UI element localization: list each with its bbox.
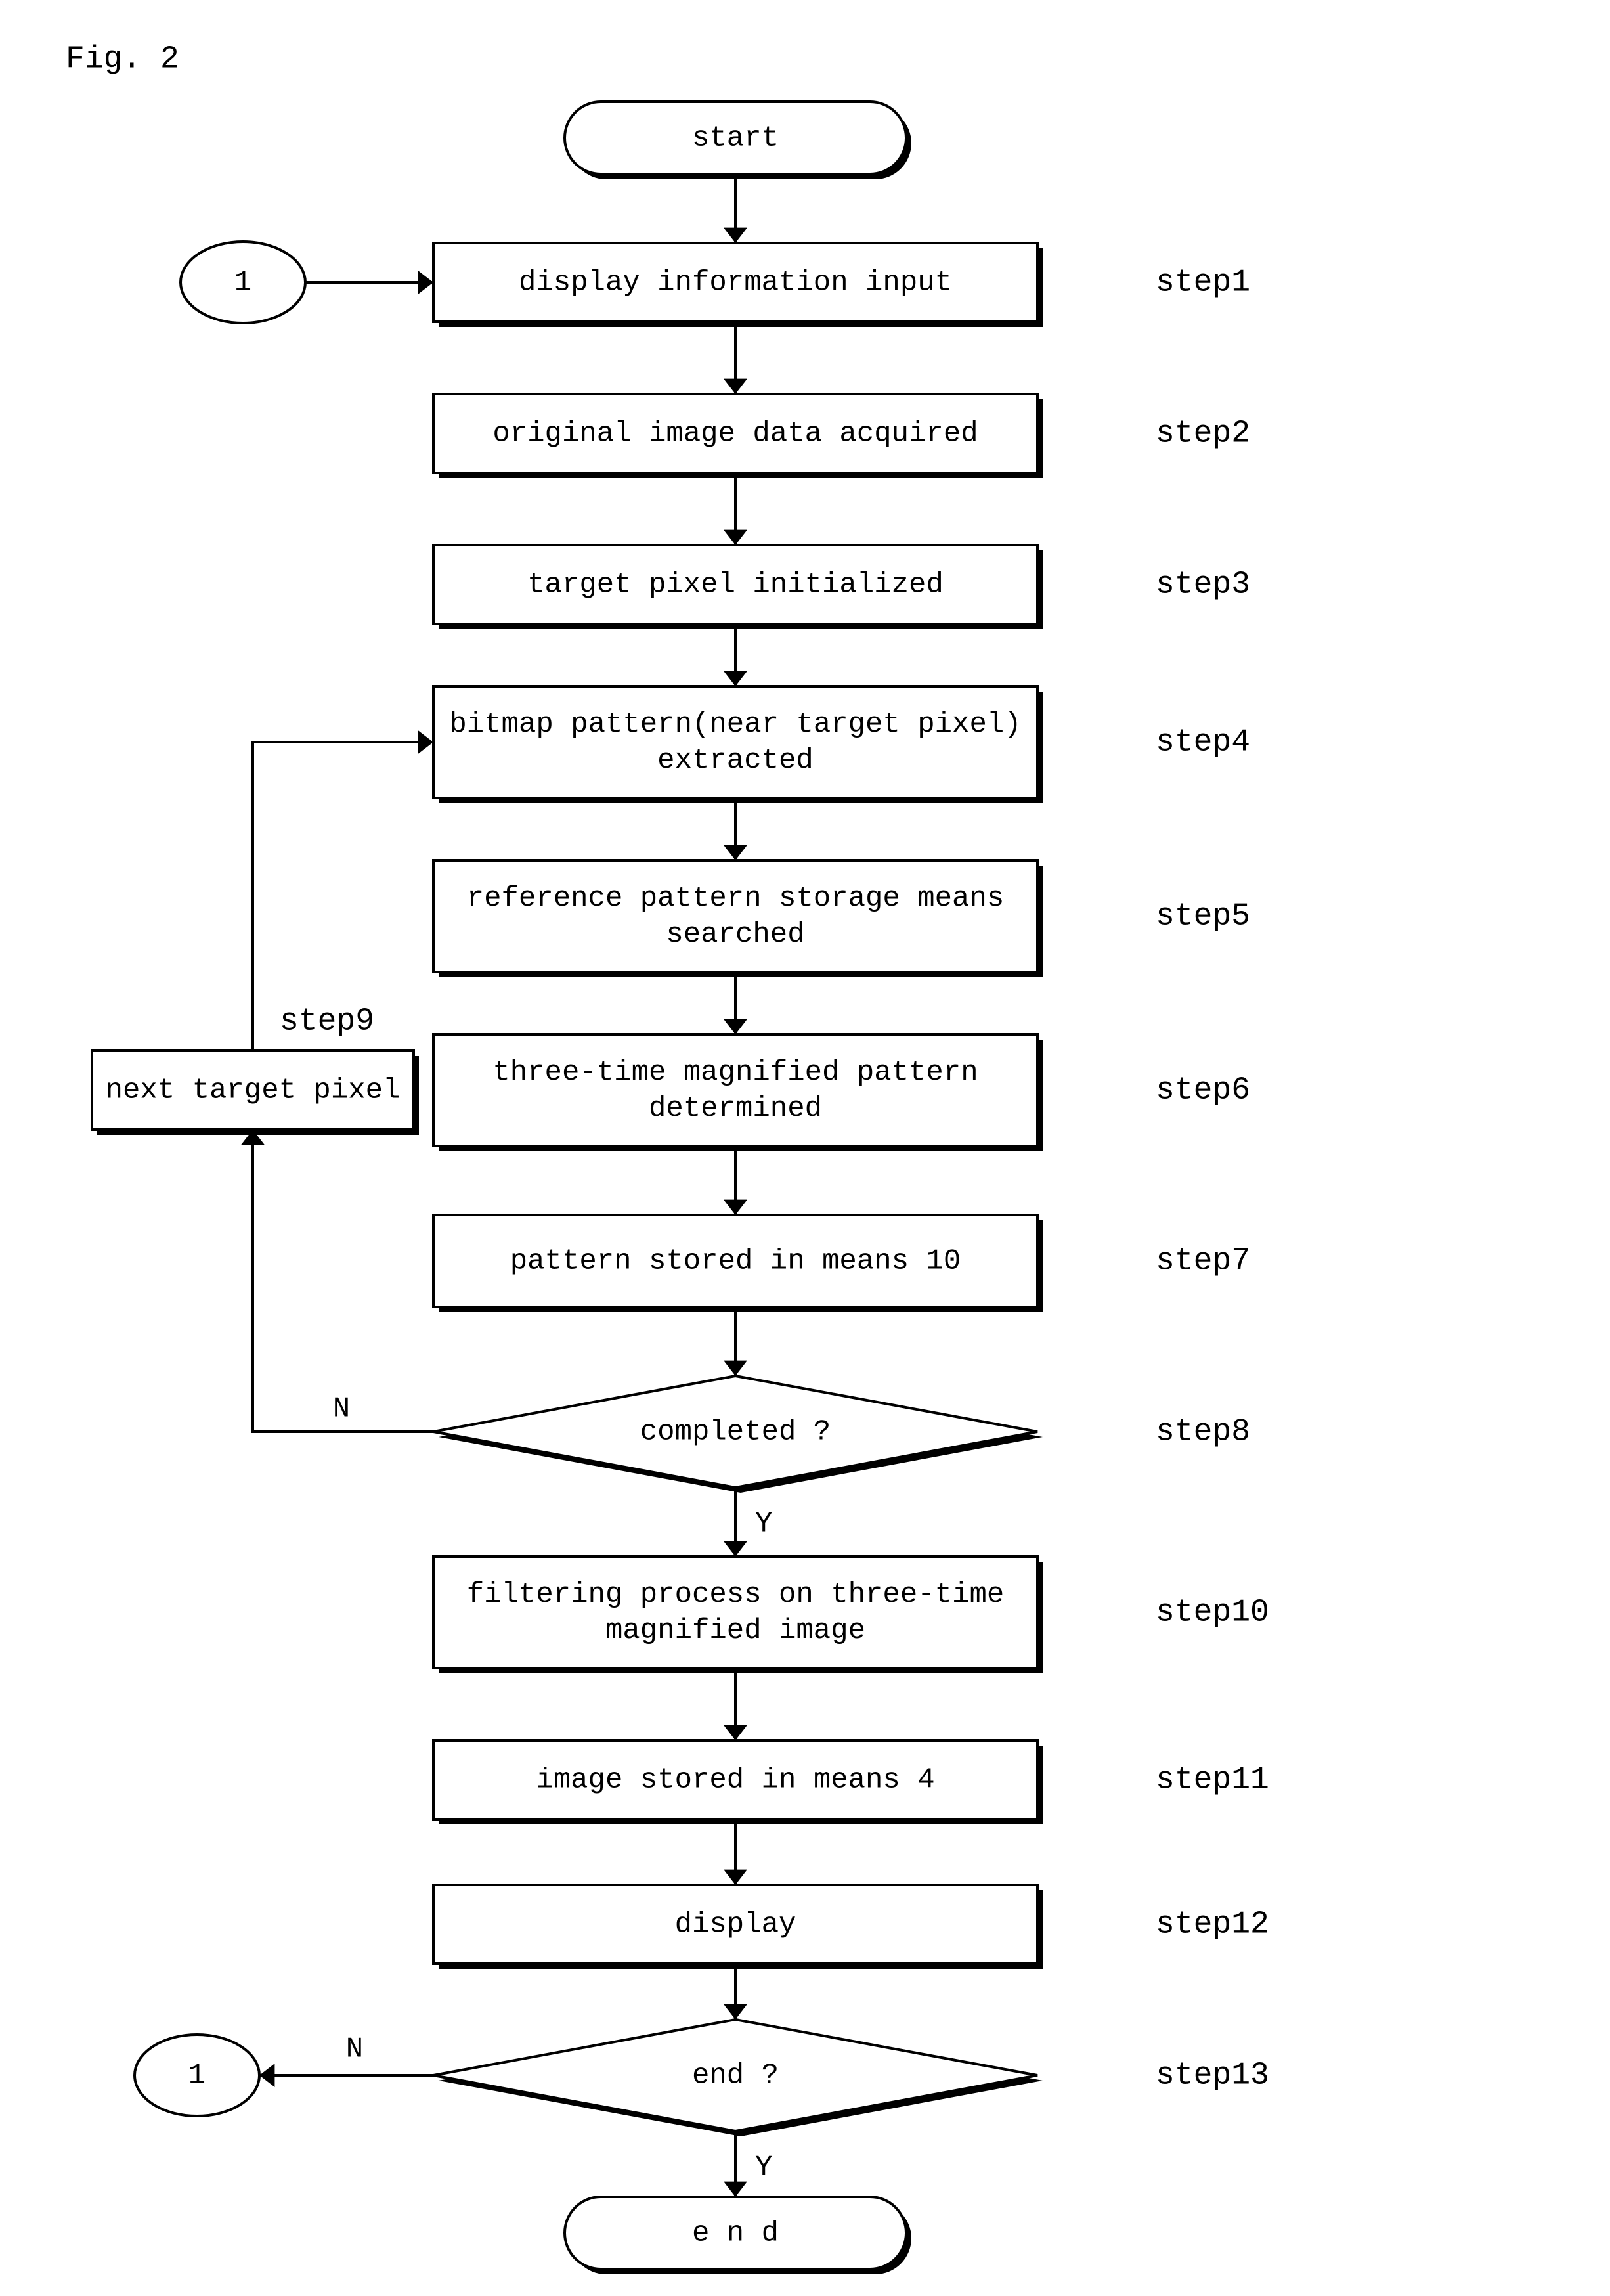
svg-text:step9: step9 (280, 1004, 374, 1040)
svg-text:N: N (346, 2033, 363, 2066)
svg-text:searched: searched (666, 918, 804, 951)
svg-text:1: 1 (234, 267, 251, 299)
svg-text:reference pattern storage mean: reference pattern storage means (467, 882, 1005, 915)
svg-text:display: display (675, 1909, 796, 1941)
svg-text:completed ?: completed ? (640, 1416, 831, 1449)
svg-text:next target pixel: next target pixel (106, 1074, 401, 1107)
svg-text:image stored in means 4: image stored in means 4 (536, 1764, 934, 1797)
svg-text:step7: step7 (1156, 1244, 1250, 1279)
svg-text:pattern stored in means 10: pattern stored in means 10 (510, 1245, 961, 1278)
svg-text:Fig. 2: Fig. 2 (66, 42, 179, 77)
svg-text:step8: step8 (1156, 1415, 1250, 1450)
svg-text:step12: step12 (1156, 1907, 1269, 1943)
svg-text:N: N (333, 1393, 350, 1426)
svg-text:bitmap pattern(near target pix: bitmap pattern(near target pixel) (449, 708, 1021, 741)
svg-text:Y: Y (755, 1508, 772, 1541)
svg-text:determined: determined (649, 1092, 822, 1125)
svg-text:start: start (692, 122, 779, 155)
svg-text:1: 1 (188, 2060, 206, 2092)
svg-text:target pixel initialized: target pixel initialized (527, 569, 944, 602)
svg-text:filtering process on three-tim: filtering process on three-time (467, 1578, 1005, 1611)
svg-text:step1: step1 (1156, 265, 1250, 301)
svg-text:extracted: extracted (657, 744, 814, 777)
flowchart-svg: Fig. 2 start 1 display information input ste… (0, 0, 1610, 2296)
svg-text:Y: Y (755, 2152, 772, 2184)
svg-text:end ?: end ? (692, 2060, 779, 2092)
svg-text:e n d: e n d (692, 2217, 779, 2250)
svg-text:step4: step4 (1156, 725, 1250, 761)
svg-text:step13: step13 (1156, 2058, 1269, 2094)
svg-text:step11: step11 (1156, 1763, 1269, 1798)
svg-text:display information input: display information input (519, 267, 952, 299)
svg-text:step6: step6 (1156, 1073, 1250, 1109)
svg-text:step3: step3 (1156, 567, 1250, 603)
svg-text:step2: step2 (1156, 416, 1250, 452)
svg-text:three-time magnified pattern: three-time magnified pattern (492, 1056, 978, 1089)
svg-text:step5: step5 (1156, 899, 1250, 935)
svg-text:original image data acquired: original image data acquired (492, 418, 978, 451)
svg-text:step10: step10 (1156, 1595, 1269, 1631)
svg-text:magnified image: magnified image (605, 1614, 865, 1647)
